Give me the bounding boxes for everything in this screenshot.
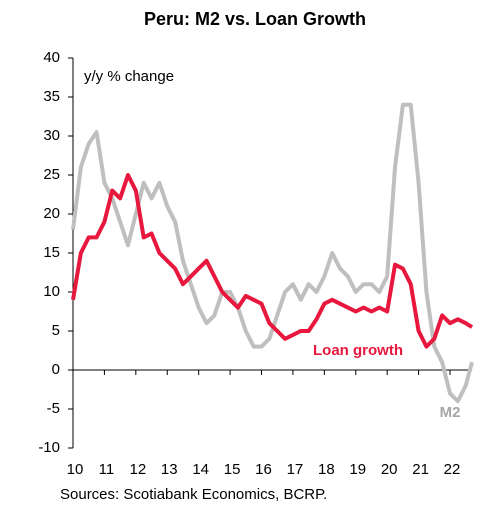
y-tick-label: 20	[43, 205, 60, 222]
y-tick-label: 35	[43, 88, 60, 105]
source: Sources: Scotiabank Economics, BCRP.	[60, 486, 327, 503]
x-tick-label: 17	[287, 461, 304, 478]
x-tick-label: 13	[161, 461, 178, 478]
x-tick-label: 11	[99, 461, 115, 478]
y-tick-label: 10	[43, 283, 60, 300]
x-tick-label: 21	[412, 461, 429, 478]
axis-note: y/y % change	[84, 68, 174, 85]
x-tick-label: 18	[318, 461, 335, 478]
y-tick-label: 15	[43, 244, 60, 261]
x-tick-label: 16	[255, 461, 272, 478]
x-tick-label: 20	[381, 461, 398, 478]
y-tick-label: 25	[43, 166, 60, 183]
series-label: M2	[440, 404, 461, 421]
x-tick-label: 22	[444, 461, 461, 478]
x-tick-label: 10	[67, 461, 84, 478]
series-line	[71, 102, 474, 404]
y-tick-label: -10	[38, 439, 60, 456]
y-tick-label: 30	[43, 127, 60, 144]
y-tick-label: 5	[52, 322, 60, 339]
y-tick-label: -5	[47, 400, 60, 417]
y-tick-label: 40	[43, 49, 60, 66]
x-tick-label: 12	[129, 461, 146, 478]
series-label: Loan growth	[313, 342, 403, 359]
series-line	[71, 173, 474, 349]
y-tick-label: 0	[52, 361, 60, 378]
x-tick-label: 15	[224, 461, 241, 478]
x-tick-label: 19	[349, 461, 366, 478]
chart-title: Peru: M2 vs. Loan Growth	[144, 9, 366, 29]
x-tick-label: 14	[192, 461, 209, 478]
